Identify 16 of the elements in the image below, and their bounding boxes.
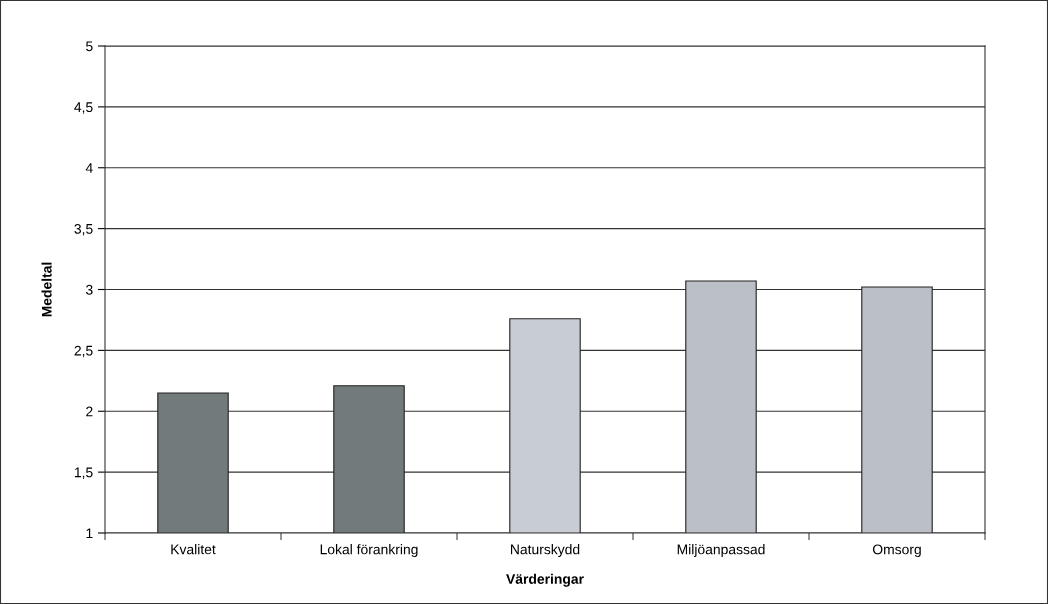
x-axis-title: Värderingar	[506, 573, 584, 587]
x-tick-label: Omsorg	[872, 544, 921, 558]
y-tick-label: 2	[86, 406, 93, 417]
y-tick-label: 3	[86, 284, 93, 295]
y-axis-title: Medeltal	[41, 262, 52, 317]
y-tick-label: 4,5	[74, 102, 93, 114]
x-tick-label: Miljöanpassad	[677, 544, 765, 558]
y-tick-label: 4	[85, 163, 93, 173]
x-tick-label: Naturskydd	[511, 544, 580, 558]
y-tick-label: 5	[86, 41, 93, 52]
y-tick-label: 1,5	[74, 467, 93, 479]
y-tick-label: 1	[86, 528, 93, 539]
y-tick-label: 3,5	[74, 223, 93, 236]
x-tick-label: Kvalitet	[171, 544, 216, 555]
y-tick-label: 2,5	[74, 345, 93, 358]
x-tick-label: Lokal förankring	[320, 544, 418, 558]
